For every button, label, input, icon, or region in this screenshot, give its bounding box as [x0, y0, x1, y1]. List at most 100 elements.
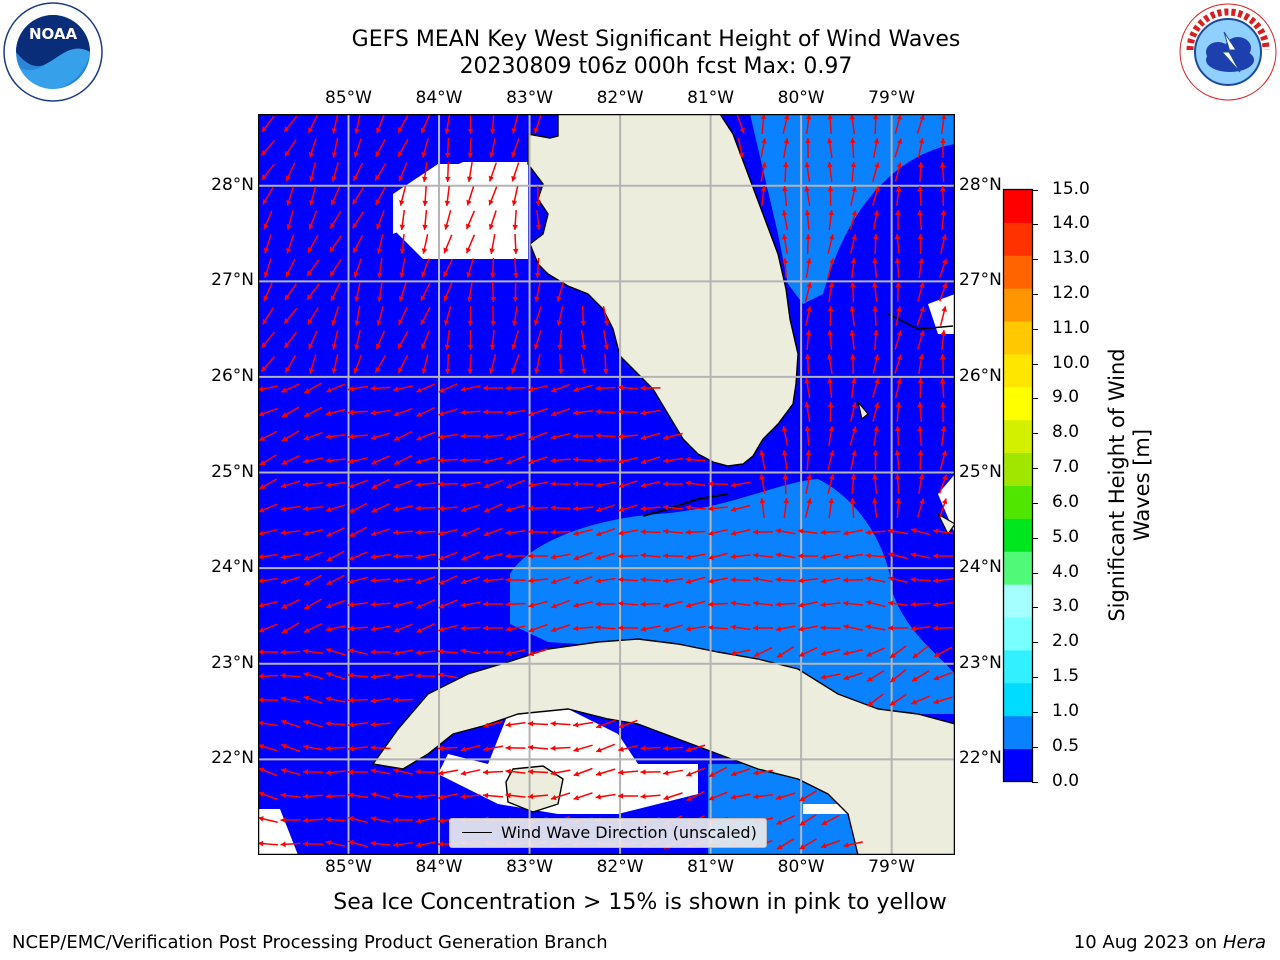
- lon-tick-bottom: 81°W: [687, 857, 735, 877]
- wind-arrow: [828, 497, 834, 519]
- wind-arrow: [325, 625, 346, 632]
- wind-arrow: [730, 553, 751, 560]
- wind-arrow: [640, 385, 661, 391]
- wind-arrow: [917, 282, 925, 302]
- wind-arrow: [640, 552, 661, 559]
- colorbar-tick-label: 0.0: [1052, 770, 1080, 791]
- wind-arrow: [437, 648, 459, 655]
- wind-arrow: [505, 745, 526, 751]
- wind-arrow: [505, 385, 526, 391]
- colorbar-tick-label: 14.0: [1052, 213, 1090, 234]
- wind-arrow: [505, 455, 526, 465]
- wind-arrow: [775, 528, 796, 535]
- wind-arrow: [533, 330, 542, 350]
- wind-arrow: [685, 480, 706, 487]
- wind-arrow: [804, 498, 812, 518]
- wind-arrow: [331, 114, 339, 134]
- wind-arrow: [415, 553, 436, 560]
- wind-arrow: [550, 529, 571, 535]
- wind-arrow: [602, 353, 609, 375]
- wind-arrow: [783, 497, 789, 519]
- wind-arrow: [421, 330, 430, 350]
- wind-arrow: [283, 331, 298, 349]
- wind-arrow: [505, 625, 526, 632]
- wind-arrow: [303, 623, 323, 633]
- wind-arrow: [917, 233, 924, 255]
- wind-arrow: [461, 551, 480, 561]
- wind-arrow: [849, 402, 857, 422]
- wind-arrow: [415, 576, 436, 585]
- wind-arrow: [595, 457, 616, 463]
- wind-arrow: [513, 257, 519, 279]
- wind-arrow: [940, 425, 947, 447]
- colorbar-block: [1003, 748, 1033, 782]
- wind-arrow: [550, 481, 571, 487]
- wind-arrow: [572, 505, 594, 512]
- lon-tick-top: 85°W: [325, 88, 372, 108]
- wind-arrow: [370, 697, 391, 704]
- wind-arrow: [460, 385, 481, 392]
- wind-arrow: [280, 672, 301, 679]
- wind-arrow: [572, 481, 594, 487]
- wind-arrow: [685, 625, 706, 632]
- wind-arrow: [438, 672, 458, 679]
- wind-arrow: [460, 409, 481, 416]
- wind-arrow: [348, 648, 368, 656]
- wind-arrow: [685, 600, 706, 609]
- wind-arrow: [393, 623, 413, 633]
- wind-arrow: [849, 210, 858, 230]
- wind-arrow: [393, 768, 413, 776]
- wind-arrow: [894, 138, 903, 158]
- wind-arrow: [280, 696, 301, 703]
- wind-arrow: [580, 305, 586, 327]
- wind-arrow: [286, 186, 295, 206]
- wind-arrow: [258, 503, 278, 513]
- wind-arrow: [849, 114, 856, 135]
- wind-arrow: [865, 529, 886, 536]
- wind-arrow: [866, 670, 885, 682]
- wind-arrow: [258, 673, 279, 680]
- wind-arrow: [348, 839, 368, 848]
- wind-arrow: [347, 745, 369, 752]
- wind-arrow: [309, 162, 317, 182]
- wind-arrow: [397, 354, 409, 374]
- colorbar-tick-mark: [1032, 468, 1038, 470]
- wind-arrow: [325, 840, 346, 847]
- wind-arrow: [805, 474, 812, 494]
- lat-tick-right: 25°N: [959, 461, 1002, 482]
- wind-arrow: [894, 162, 902, 182]
- wind-arrow: [370, 432, 391, 441]
- wind-arrow: [482, 601, 504, 607]
- wind-arrow: [392, 577, 414, 584]
- wind-arrow: [303, 457, 323, 464]
- wind-arrow: [399, 233, 406, 255]
- wind-arrow: [258, 385, 278, 392]
- wind-arrow: [889, 645, 907, 659]
- wind-arrow: [527, 793, 549, 800]
- wind-arrow: [527, 768, 549, 775]
- wind-arrow: [640, 529, 661, 535]
- wind-arrow: [258, 720, 278, 727]
- wind-arrow: [393, 454, 413, 466]
- wind-arrow: [325, 457, 346, 464]
- wind-arrow: [460, 481, 481, 488]
- wind-arrow: [443, 282, 453, 302]
- wind-arrow: [303, 744, 323, 751]
- wind-arrow: [263, 210, 273, 230]
- wind-arrow: [663, 624, 683, 633]
- wind-arrow: [352, 234, 364, 254]
- legend-label: Wind Wave Direction (unscaled): [501, 823, 757, 842]
- wind-arrow: [325, 745, 346, 752]
- wind-arrow: [370, 792, 391, 800]
- lon-tick-bottom: 83°W: [506, 857, 554, 877]
- wind-arrow: [325, 769, 346, 776]
- wind-arrow: [483, 479, 503, 489]
- wind-arrow: [595, 481, 616, 488]
- wind-arrow: [397, 306, 409, 326]
- wind-arrow: [662, 553, 684, 559]
- wind-arrow: [505, 504, 526, 513]
- wind-arrow: [280, 529, 301, 536]
- wind-arrow: [805, 329, 812, 351]
- wind-arrow: [280, 792, 301, 799]
- wind-arrow: [640, 625, 661, 632]
